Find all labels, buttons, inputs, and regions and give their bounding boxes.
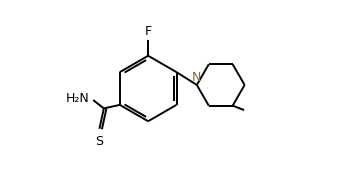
Text: F: F [145,25,152,38]
Text: S: S [95,135,103,148]
Text: H₂N: H₂N [66,92,90,105]
Text: N: N [192,71,202,84]
